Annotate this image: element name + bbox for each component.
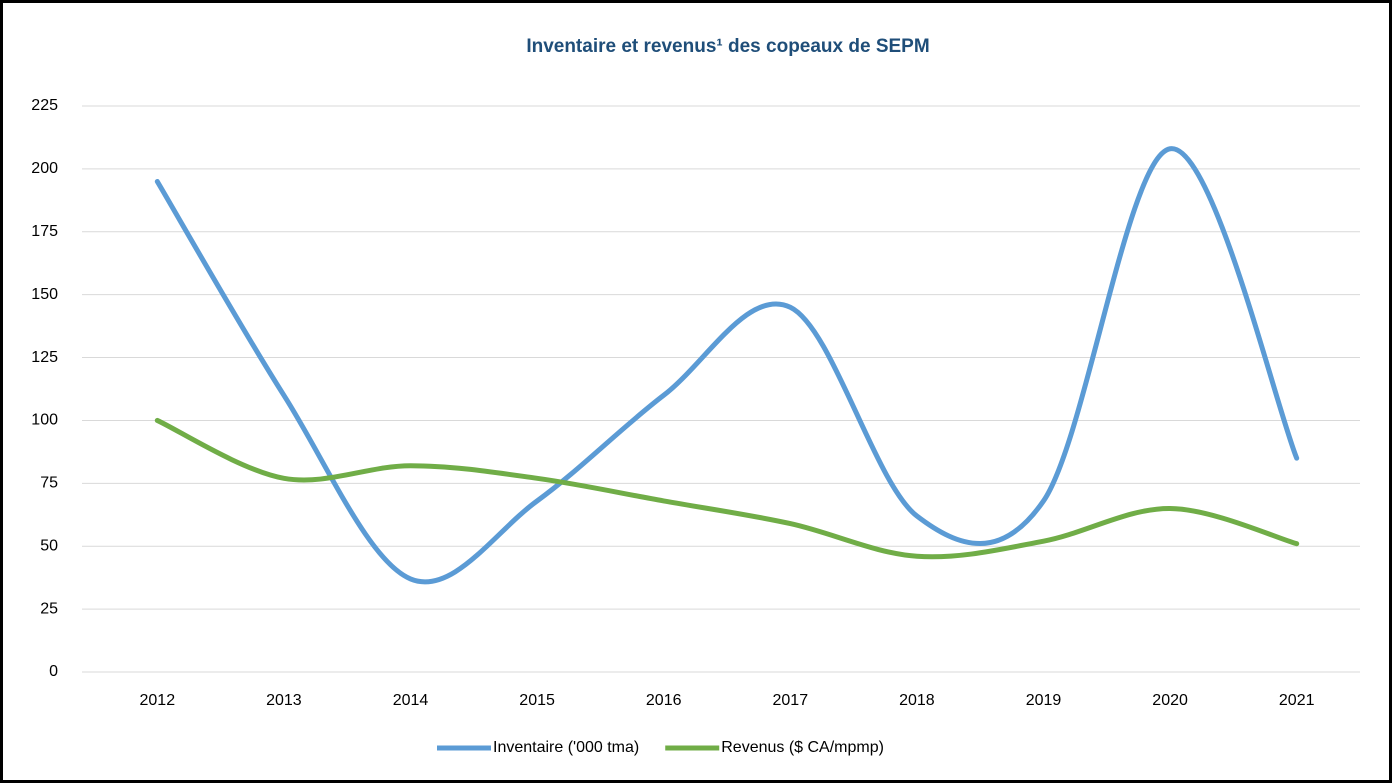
x-tick-label: 2013: [266, 692, 302, 709]
y-tick-label: 150: [31, 286, 58, 303]
y-tick-label: 175: [31, 223, 58, 240]
y-tick-label: 125: [31, 349, 58, 366]
y-tick-label: 200: [31, 160, 58, 177]
y-tick-label: 100: [31, 412, 58, 429]
x-tick-label: 2021: [1279, 692, 1315, 709]
x-tick-label: 2015: [519, 692, 555, 709]
y-tick-label: 75: [40, 475, 58, 492]
x-tick-label: 2020: [1152, 692, 1188, 709]
x-tick-label: 2012: [140, 692, 176, 709]
y-tick-label: 0: [49, 663, 58, 680]
x-tick-label: 2017: [773, 692, 809, 709]
legend-label: Inventaire ('000 tma): [493, 739, 639, 756]
line-series: [154, 417, 1300, 560]
line-series: [154, 146, 1300, 585]
x-tick-label: 2016: [646, 692, 682, 709]
x-tick-label: 2019: [1026, 692, 1062, 709]
y-tick-label: 225: [31, 97, 58, 114]
x-tick-label: 2014: [393, 692, 429, 709]
legend-label: Revenus ($ CA/mpmp): [721, 739, 884, 756]
y-tick-label: 25: [40, 600, 58, 617]
chart-title: Inventaire et revenus¹ des copeaux de SE…: [526, 36, 929, 57]
x-tick-label: 2018: [899, 692, 935, 709]
y-tick-label: 50: [40, 537, 58, 554]
